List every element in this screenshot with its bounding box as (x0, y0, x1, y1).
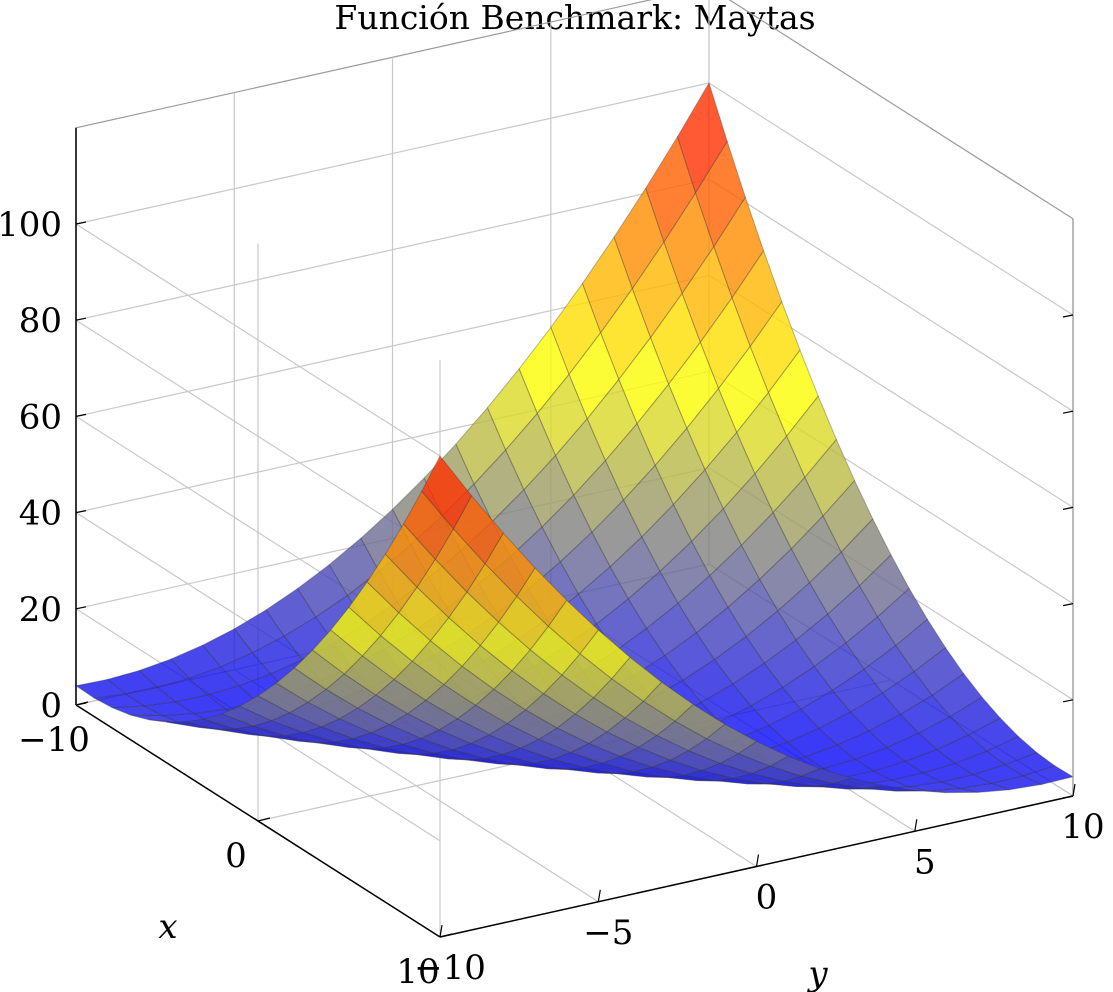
z-tick-mark (1062, 795, 1074, 799)
z-tick-label: 20 (19, 590, 62, 630)
z-tick-label: 100 (0, 205, 62, 245)
y-tick-mark (439, 924, 443, 938)
surface-patch (737, 740, 790, 767)
surface-patch (579, 629, 631, 680)
y-tick-mark (1072, 783, 1076, 797)
z-tick-mark (75, 317, 87, 321)
y-tick-mark (755, 854, 760, 867)
z-tick-mark (1062, 699, 1074, 703)
y-tick-label: 10 (1061, 807, 1104, 847)
surface-layer (74, 81, 1075, 794)
y-tick-label: 5 (914, 842, 936, 882)
z-tick-mark (75, 221, 87, 225)
y-tick-label: 0 (756, 878, 778, 918)
z-tick-label: 0 (40, 686, 62, 726)
z-tick-label: 80 (19, 301, 62, 341)
x-tick-mark (257, 817, 271, 822)
surface-patch (547, 599, 599, 655)
z-tick-mark (75, 510, 87, 514)
z-tick-mark (1062, 314, 1074, 318)
box-edge (728, 0, 1074, 220)
z-tick-mark (75, 606, 87, 610)
x-tick-label: −10 (18, 720, 90, 760)
y-axis-label: y (806, 954, 828, 992)
z-tick-mark (1062, 603, 1074, 607)
x-tick-mark (75, 701, 89, 706)
surface-patch (516, 567, 568, 627)
surface-patch (799, 767, 854, 785)
z-tick-label: 40 (19, 494, 62, 534)
y-tick-mark (597, 889, 601, 902)
z-tick-label: 60 (19, 397, 62, 437)
z-gridline (708, 178, 1074, 412)
surface-patch (610, 656, 663, 702)
surface-patch (896, 789, 947, 794)
surface-patch (833, 777, 884, 790)
z-tick-mark (75, 413, 87, 417)
y-tick-label: −5 (583, 913, 633, 953)
surface-patch (928, 787, 979, 794)
y-tick-mark (914, 819, 918, 832)
x-axis-label: x (158, 907, 177, 947)
z-gridline (708, 82, 1074, 316)
z-tick-mark (1062, 506, 1074, 510)
axis-layer (75, 127, 1076, 938)
y-tick-label: −10 (414, 948, 486, 988)
surface-patch (674, 703, 726, 740)
surface-patch (642, 681, 694, 722)
surface-patch (705, 723, 758, 755)
x-tick-mark (439, 933, 453, 938)
z-tick-mark (1062, 410, 1074, 414)
chart-title: Función Benchmark: Maytas (334, 0, 815, 37)
surface-patch (484, 532, 536, 597)
x-tick-label: 10 (396, 952, 439, 992)
surface-patch (421, 455, 473, 530)
x-tick-label: 0 (225, 836, 247, 876)
